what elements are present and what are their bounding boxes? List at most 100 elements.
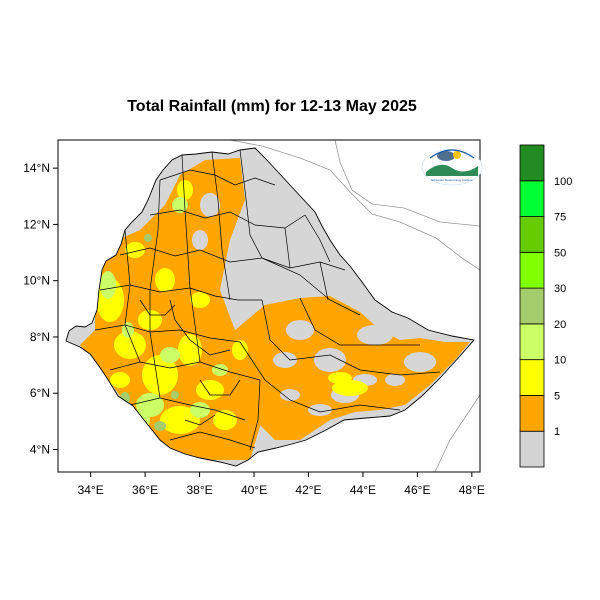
legend-swatch bbox=[519, 180, 545, 217]
y-tick-label: 4°N bbox=[30, 442, 50, 456]
country-border bbox=[65, 147, 475, 467]
admin-boundary-18 bbox=[319, 261, 329, 301]
rain-spot-yellow-4 bbox=[178, 334, 202, 366]
admin-boundary-16 bbox=[239, 341, 401, 413]
admin-boundary-21 bbox=[169, 299, 231, 356]
rain-spot-yellow-14 bbox=[232, 340, 248, 360]
rain-spot-yellow-7 bbox=[125, 242, 145, 258]
logo-arc bbox=[429, 149, 475, 159]
dry-patch-11 bbox=[280, 389, 300, 401]
somalia-coast bbox=[434, 394, 480, 472]
rain-spot-yellow-3 bbox=[142, 355, 178, 395]
admin-boundary-15 bbox=[299, 297, 420, 346]
dry-patch-7 bbox=[308, 404, 332, 416]
y-tick-label: 6°N bbox=[30, 386, 50, 400]
x-tick-label: 42°E bbox=[295, 483, 321, 497]
x-tick-label: 40°E bbox=[241, 483, 267, 497]
rain-spot-yellow-15 bbox=[177, 180, 193, 200]
admin-boundary-4 bbox=[94, 324, 241, 343]
legend-label: 20 bbox=[554, 319, 566, 331]
admin-boundary-17 bbox=[249, 379, 261, 451]
rain-spot-lightgreen-2 bbox=[160, 347, 180, 363]
admin-boundary-8 bbox=[239, 149, 263, 259]
legend-swatch bbox=[519, 359, 545, 396]
rain-spot-lightgreen-3 bbox=[190, 402, 210, 418]
rain-spot-olive-3 bbox=[144, 234, 152, 242]
admin-boundary-12 bbox=[124, 229, 141, 363]
admin-boundary-2 bbox=[119, 247, 346, 271]
x-tick-label: 34°E bbox=[78, 483, 104, 497]
legend-swatch bbox=[519, 216, 545, 253]
rain-spot-lightgreen-7 bbox=[122, 322, 134, 338]
dry-patch-4 bbox=[357, 325, 393, 345]
x-tick-label: 38°E bbox=[186, 483, 212, 497]
admin-boundary-5 bbox=[109, 361, 261, 381]
rain-spot-yellow-11 bbox=[110, 372, 130, 388]
dry-patch-9 bbox=[192, 230, 208, 250]
admin-boundary-22 bbox=[139, 299, 176, 316]
legend-swatch bbox=[519, 323, 545, 361]
admin-boundary-6 bbox=[129, 397, 246, 421]
rain-spot-yellow-1 bbox=[114, 331, 146, 359]
legend-swatch bbox=[519, 395, 545, 432]
map-frame bbox=[57, 139, 481, 473]
rain-spot-yellow-8 bbox=[155, 268, 175, 292]
map-panel: 34°E 36°E 38°E 40°E 42°E 44°E 46°E 48°E 14°N 12°… bbox=[23, 139, 485, 497]
admin-boundary-11 bbox=[149, 179, 161, 399]
admin-boundary-14 bbox=[261, 257, 361, 316]
admin-boundary-9 bbox=[211, 151, 231, 301]
rain-spot-yellow-12 bbox=[332, 380, 368, 396]
legend-label: 100 bbox=[554, 176, 572, 188]
y-tick-label: 14°N bbox=[23, 161, 50, 175]
rainfall-field bbox=[80, 158, 470, 460]
y-tick-label: 12°N bbox=[23, 217, 50, 231]
admin-boundary-0 bbox=[159, 169, 276, 186]
legend-label: 1 bbox=[554, 426, 560, 438]
arabia-coast bbox=[334, 140, 480, 227]
legend-label: 10 bbox=[554, 355, 566, 367]
neighbour-coastlines bbox=[229, 140, 480, 472]
x-tick-label: 48°E bbox=[459, 483, 485, 497]
dry-patch-6 bbox=[385, 374, 405, 386]
rain-spot-lightgreen-6 bbox=[212, 364, 228, 376]
institute-logo: Ethiopian Meteorology Institute bbox=[421, 148, 483, 186]
x-tick-label: 44°E bbox=[350, 483, 376, 497]
legend-label: 5 bbox=[554, 390, 560, 402]
logo-hills bbox=[426, 164, 478, 176]
logo-sun-icon bbox=[453, 151, 461, 159]
x-tick-label: 46°E bbox=[404, 483, 430, 497]
y-tick-label: 8°N bbox=[30, 330, 50, 344]
rain-spot-yellow-13 bbox=[328, 372, 352, 384]
admin-boundary-10 bbox=[181, 154, 201, 363]
admin-boundary-24 bbox=[184, 414, 216, 426]
ethiopia-map bbox=[65, 147, 475, 467]
admin-boundary-20 bbox=[304, 214, 331, 263]
admin-boundaries bbox=[94, 149, 441, 451]
logo-text: Ethiopian Meteorology Institute bbox=[431, 178, 473, 182]
rain-spot-olive-2 bbox=[171, 391, 179, 399]
dry-patch-2 bbox=[314, 348, 346, 372]
legend-swatch bbox=[519, 287, 545, 325]
map-title: Total Rainfall (mm) for 12-13 May 2025 bbox=[127, 98, 417, 115]
legend-swatch bbox=[519, 430, 545, 468]
rain-spot-yellow-9 bbox=[190, 292, 210, 308]
rain-spot-yellow-5 bbox=[196, 380, 224, 400]
dry-patch-5 bbox=[404, 352, 436, 372]
logo-cloud-icon bbox=[437, 151, 455, 161]
dry-patch-8 bbox=[200, 193, 220, 217]
legend-label: 30 bbox=[554, 283, 566, 295]
rain-spot-olive-0 bbox=[154, 421, 166, 431]
admin-boundary-19 bbox=[284, 227, 291, 269]
rain-spot-lightgreen-4 bbox=[172, 197, 188, 213]
legend-swatch bbox=[519, 144, 545, 182]
y-axis: 14°N 12°N 10°N 8°N 6°N 4°N bbox=[23, 161, 58, 456]
admin-boundary-7 bbox=[169, 431, 256, 449]
admin-boundary-23 bbox=[199, 379, 241, 396]
rain-spot-lightgreen-0 bbox=[100, 271, 116, 299]
legend-colorbar: 1 5 10 20 30 50 75 100 bbox=[519, 144, 572, 468]
legend-label: 50 bbox=[554, 247, 566, 259]
red-sea-coast bbox=[229, 140, 480, 271]
y-tick-label: 10°N bbox=[23, 274, 50, 288]
dry-patch-0 bbox=[286, 320, 314, 340]
